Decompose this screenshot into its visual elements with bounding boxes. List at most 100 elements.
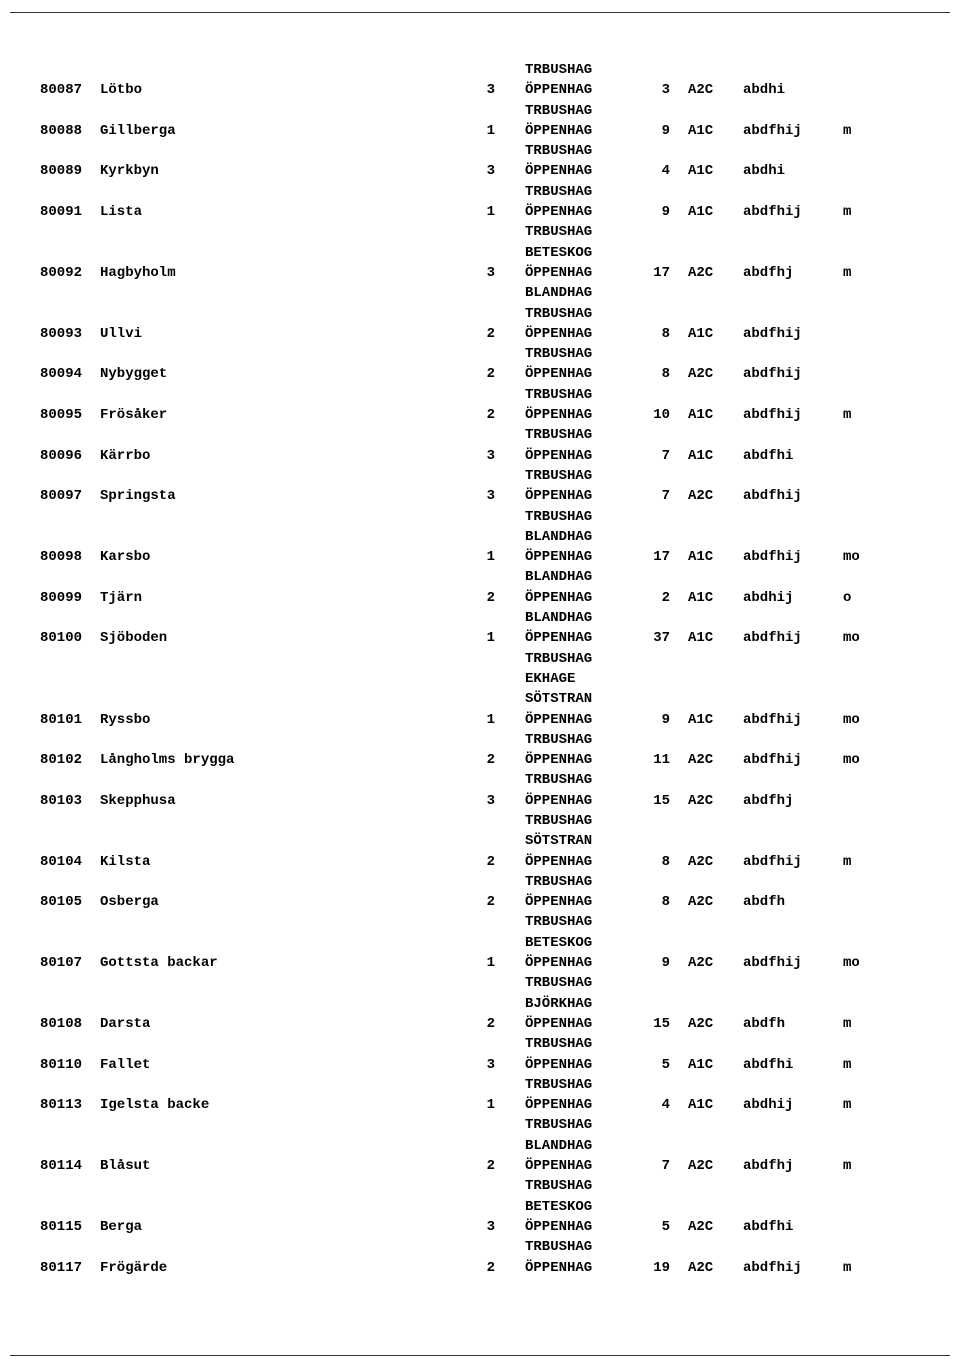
- table-row: 80108Darsta2ÖPPENHAG15A2Cabdfhm: [40, 1014, 920, 1034]
- cell-name: Gillberga: [100, 121, 445, 141]
- table-row: 80101Ryssbo1ÖPPENHAG9A1Cabdfhijmo: [40, 710, 920, 730]
- cell-name: Igelsta backe: [100, 1095, 445, 1115]
- table-row: TRBUSHAG: [40, 1075, 920, 1095]
- cell-class: A1C: [688, 1055, 743, 1075]
- table-row: TRBUSHAG: [40, 649, 920, 669]
- table-row: 80088Gillberga1ÖPPENHAG9A1Cabdfhijm: [40, 121, 920, 141]
- cell-id: 80088: [40, 121, 100, 141]
- cell-id: 80091: [40, 202, 100, 222]
- cell-count2: 5: [625, 1217, 688, 1237]
- table-row: 80089Kyrkbyn3ÖPPENHAG4A1Cabdhi: [40, 161, 920, 181]
- table-row: 80093Ullvi2ÖPPENHAG8A1Cabdfhij: [40, 324, 920, 344]
- table-row: 80115Berga3ÖPPENHAG5A2Cabdfhi: [40, 1217, 920, 1237]
- cell-codes: abdhi: [743, 161, 843, 181]
- cell-count2: 8: [625, 324, 688, 344]
- cell-type: SÖTSTRAN: [525, 831, 625, 851]
- cell-type: ÖPPENHAG: [525, 446, 625, 466]
- table-row: 80102Långholms brygga2ÖPPENHAG11A2Cabdfh…: [40, 750, 920, 770]
- cell-id: 80104: [40, 852, 100, 872]
- cell-suffix: m: [843, 1258, 873, 1278]
- cell-type: TRBUSHAG: [525, 1115, 625, 1135]
- cell-suffix: m: [843, 263, 873, 283]
- cell-count1: 2: [445, 405, 525, 425]
- cell-count1: 2: [445, 1156, 525, 1176]
- cell-class: A2C: [688, 953, 743, 973]
- table-row: TRBUSHAG: [40, 1034, 920, 1054]
- table-row: TRBUSHAG: [40, 101, 920, 121]
- cell-type: ÖPPENHAG: [525, 750, 625, 770]
- cell-name: Skepphusa: [100, 791, 445, 811]
- cell-type: ÖPPENHAG: [525, 364, 625, 384]
- cell-name: Frösåker: [100, 405, 445, 425]
- cell-type: ÖPPENHAG: [525, 121, 625, 141]
- cell-class: A2C: [688, 80, 743, 100]
- cell-count2: 9: [625, 710, 688, 730]
- cell-type: TRBUSHAG: [525, 222, 625, 242]
- cell-type: ÖPPENHAG: [525, 405, 625, 425]
- cell-codes: abdfhij: [743, 852, 843, 872]
- cell-count1: 2: [445, 852, 525, 872]
- table-row: TRBUSHAG: [40, 182, 920, 202]
- cell-class: A2C: [688, 1217, 743, 1237]
- cell-codes: abdfhij: [743, 405, 843, 425]
- cell-type: TRBUSHAG: [525, 344, 625, 364]
- cell-count2: 5: [625, 1055, 688, 1075]
- cell-codes: abdfhi: [743, 446, 843, 466]
- cell-codes: abdfh: [743, 1014, 843, 1034]
- cell-class: A2C: [688, 892, 743, 912]
- cell-name: Ullvi: [100, 324, 445, 344]
- cell-class: A1C: [688, 710, 743, 730]
- cell-type: ÖPPENHAG: [525, 1055, 625, 1075]
- cell-suffix: m: [843, 1055, 873, 1075]
- cell-name: Fallet: [100, 1055, 445, 1075]
- cell-id: 80110: [40, 1055, 100, 1075]
- cell-id: 80097: [40, 486, 100, 506]
- cell-count2: 19: [625, 1258, 688, 1278]
- cell-count1: 1: [445, 202, 525, 222]
- cell-count1: 3: [445, 486, 525, 506]
- cell-name: Berga: [100, 1217, 445, 1237]
- cell-type: ÖPPENHAG: [525, 161, 625, 181]
- cell-count1: 1: [445, 547, 525, 567]
- cell-class: A1C: [688, 1095, 743, 1115]
- table-row: 80114Blåsut2ÖPPENHAG7A2Cabdfhjm: [40, 1156, 920, 1176]
- cell-name: Långholms brygga: [100, 750, 445, 770]
- cell-type: ÖPPENHAG: [525, 1258, 625, 1278]
- table-row: 80087Lötbo3ÖPPENHAG3A2Cabdhi: [40, 80, 920, 100]
- cell-id: 80095: [40, 405, 100, 425]
- cell-type: ÖPPENHAG: [525, 852, 625, 872]
- data-table: TRBUSHAG80087Lötbo3ÖPPENHAG3A2CabdhiTRBU…: [40, 60, 920, 1278]
- cell-count1: 1: [445, 628, 525, 648]
- table-row: 80110Fallet3ÖPPENHAG5A1Cabdfhim: [40, 1055, 920, 1075]
- cell-count2: 11: [625, 750, 688, 770]
- cell-name: Kyrkbyn: [100, 161, 445, 181]
- cell-codes: abdfhij: [743, 628, 843, 648]
- cell-class: A1C: [688, 628, 743, 648]
- cell-class: A2C: [688, 486, 743, 506]
- cell-type: ÖPPENHAG: [525, 486, 625, 506]
- cell-count2: 7: [625, 486, 688, 506]
- cell-name: Ryssbo: [100, 710, 445, 730]
- cell-id: 80103: [40, 791, 100, 811]
- cell-suffix: o: [843, 588, 873, 608]
- cell-class: A1C: [688, 161, 743, 181]
- cell-codes: abdfhi: [743, 1217, 843, 1237]
- cell-type: BLANDHAG: [525, 567, 625, 587]
- cell-id: 80108: [40, 1014, 100, 1034]
- cell-count1: 3: [445, 791, 525, 811]
- cell-name: Sjöboden: [100, 628, 445, 648]
- cell-count1: 3: [445, 161, 525, 181]
- cell-class: A2C: [688, 1014, 743, 1034]
- cell-count2: 3: [625, 80, 688, 100]
- cell-type: ÖPPENHAG: [525, 953, 625, 973]
- cell-codes: abdfhij: [743, 750, 843, 770]
- cell-codes: abdfhj: [743, 791, 843, 811]
- cell-codes: abdfhij: [743, 364, 843, 384]
- table-row: TRBUSHAG: [40, 466, 920, 486]
- cell-type: BLANDHAG: [525, 527, 625, 547]
- table-row: TRBUSHAG: [40, 811, 920, 831]
- table-row: SÖTSTRAN: [40, 831, 920, 851]
- table-row: TRBUSHAG: [40, 385, 920, 405]
- cell-type: TRBUSHAG: [525, 385, 625, 405]
- cell-codes: abdhi: [743, 80, 843, 100]
